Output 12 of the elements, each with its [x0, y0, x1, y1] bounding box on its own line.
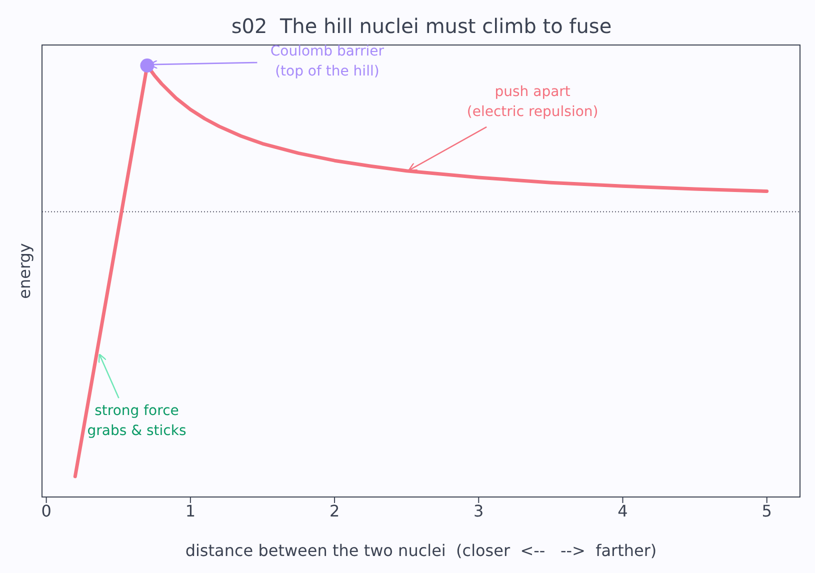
x-tick-label: 1: [185, 501, 196, 520]
x-tick-label: 4: [618, 501, 628, 520]
x-tick-label: 2: [329, 501, 340, 520]
annotation: push apart (electric repulsion): [466, 84, 598, 120]
chart-title: s02 The hill nuclei must climb to fuse: [231, 14, 612, 38]
y-axis-title: energy: [15, 243, 34, 299]
x-tick-label: 3: [474, 501, 484, 520]
x-tick-label: 0: [41, 501, 52, 520]
x-axis-title: distance between the two nuclei (closer <-- --> farther): [185, 541, 657, 560]
x-tick-label: 5: [762, 501, 772, 520]
annotation: Coulomb barrier (top of the hill): [270, 44, 384, 80]
annotation: strong force grabs & sticks: [87, 403, 186, 440]
